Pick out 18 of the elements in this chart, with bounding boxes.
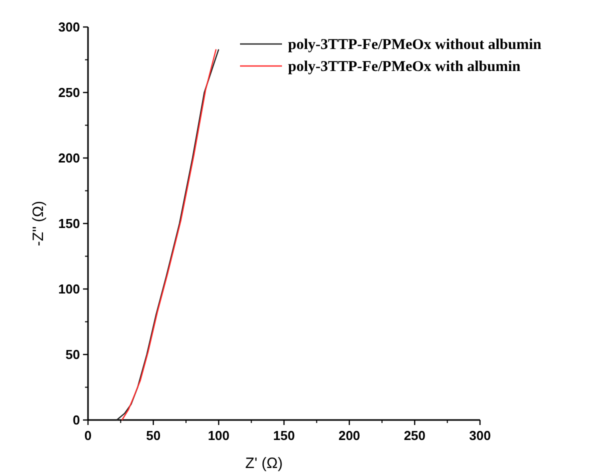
x-tick-label: 250 (404, 428, 426, 443)
y-tick-label: 250 (58, 85, 80, 100)
y-tick-label: 100 (58, 282, 80, 296)
y-tick-label: 150 (58, 216, 80, 231)
x-tick-label: 0 (84, 428, 92, 443)
y-tick-label: 0 (72, 412, 80, 428)
y-tick-label: 300 (58, 20, 80, 34)
x-tick-label: 200 (338, 428, 360, 443)
x-tick-label: 50 (146, 428, 161, 443)
legend-label: poly-3TTP-Fe/PMeOx without albumin (288, 37, 542, 53)
x-tick-label: 150 (273, 428, 295, 443)
x-tick-label: 300 (469, 428, 491, 443)
y-tick-label: 200 (58, 150, 80, 166)
legend-label: poly-3TTP-Fe/PMeOx with albumin (288, 59, 522, 75)
y-tick-label: 50 (66, 347, 80, 362)
x-tick-label: 100 (208, 428, 230, 443)
y-axis-title: -Z'' (Ω) (30, 200, 47, 246)
x-axis-title: Z' (Ω) (245, 455, 283, 472)
